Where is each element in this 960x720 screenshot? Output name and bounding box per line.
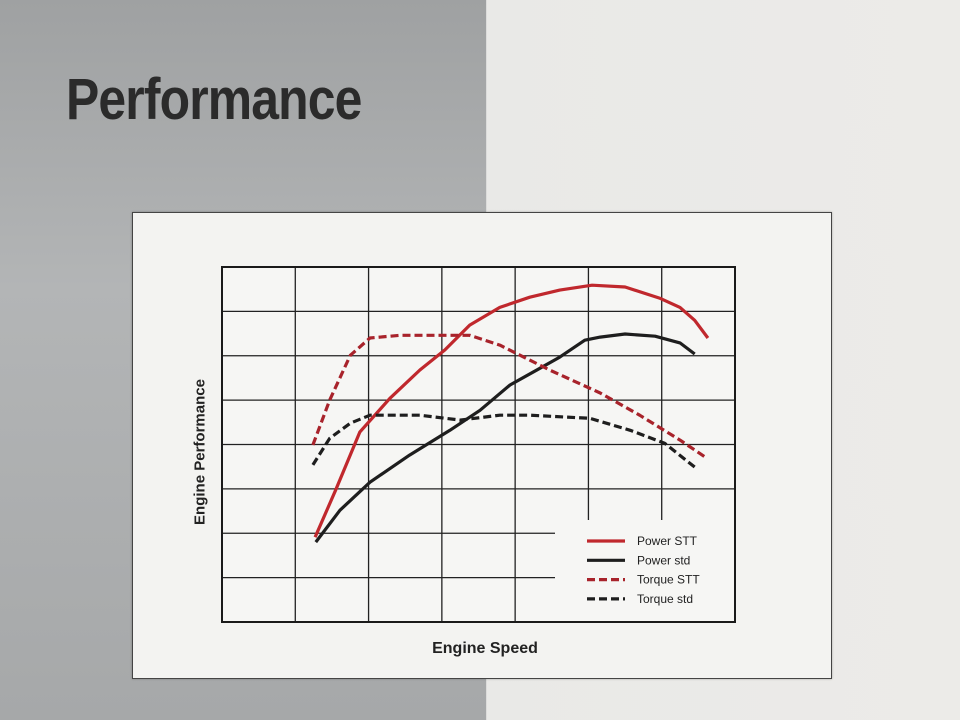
x-axis-label: Engine Speed (432, 640, 538, 657)
y-axis-label: Engine Performance (191, 379, 209, 525)
legend-label-torque-std: Torque std (637, 592, 693, 606)
legend-label-power-std: Power std (637, 553, 690, 567)
series-line-power-std (314, 332, 696, 544)
series-line-torque-std (311, 413, 696, 469)
legend-label-power-stt: Power STT (637, 534, 698, 548)
page-title: Performance (66, 67, 362, 132)
series-line-torque-stt (311, 333, 706, 459)
legend-label-torque-stt: Torque STT (637, 573, 700, 587)
plot-frame (221, 266, 736, 623)
series-line-power-stt (313, 283, 710, 538)
